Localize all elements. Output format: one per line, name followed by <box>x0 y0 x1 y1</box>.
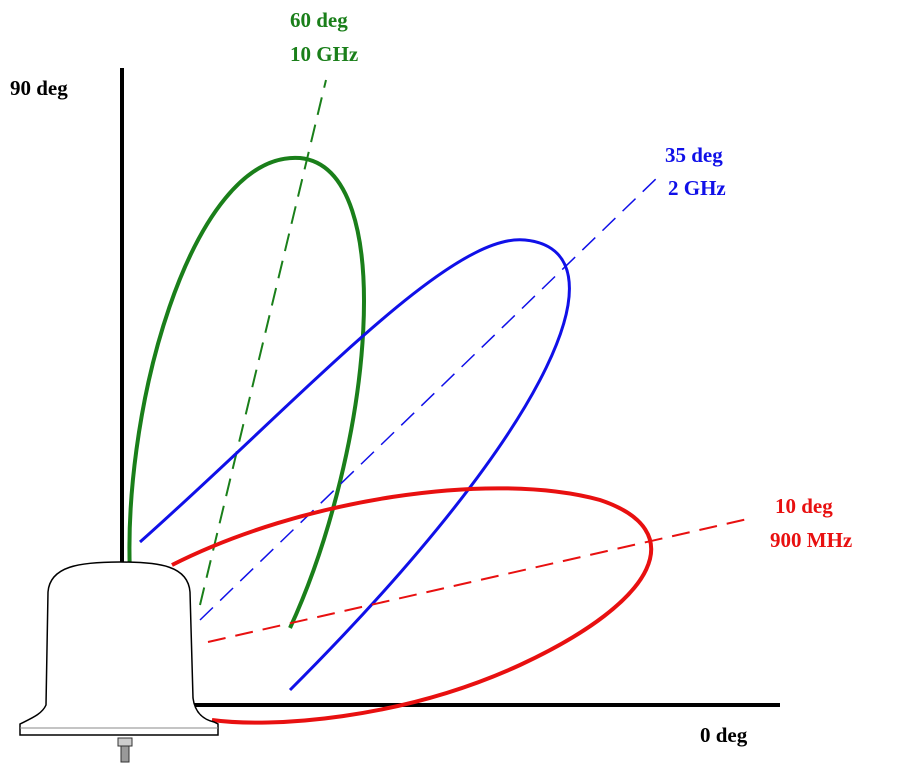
beam-frequency: 10 GHz <box>290 42 358 66</box>
beam-lobe <box>139 238 571 692</box>
beam-lobe <box>127 155 366 629</box>
beam-angle: 60 deg <box>290 8 348 32</box>
beam-lobe <box>171 486 654 725</box>
beam-direction <box>199 79 327 606</box>
antenna-connector <box>117 737 133 747</box>
x-axis-label: 0 deg <box>700 723 748 747</box>
antenna-connector <box>120 745 130 763</box>
beam-frequency: 2 GHz <box>668 176 726 200</box>
beam-frequency: 900 MHz <box>770 528 852 552</box>
beam-direction <box>207 517 753 643</box>
antenna-radome <box>19 561 219 736</box>
beam-angle: 10 deg <box>775 494 833 518</box>
beam-direction <box>199 172 663 621</box>
y-axis-label: 90 deg <box>10 76 68 100</box>
beam-angle: 35 deg <box>665 143 723 167</box>
